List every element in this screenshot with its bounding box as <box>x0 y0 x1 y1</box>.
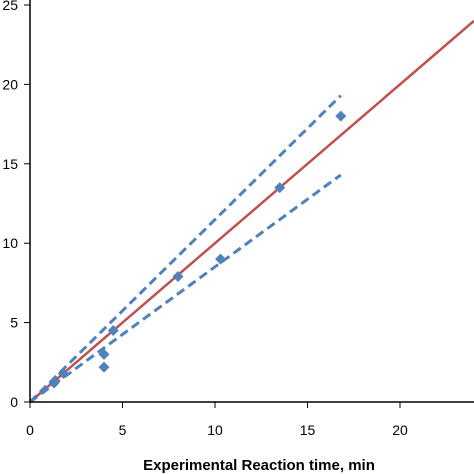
x-tick-label: 0 <box>26 422 34 438</box>
data-point <box>335 110 347 122</box>
fit-line <box>29 19 474 403</box>
data-point <box>274 182 286 194</box>
y-tick-label: 0 <box>10 394 18 410</box>
x-axis-title: Experimental Reaction time, min <box>143 457 375 474</box>
x-tick-label: 15 <box>300 422 316 438</box>
y-tick-label: 20 <box>2 76 18 92</box>
y-axis-ticks: 0 5 10 15 20 25 <box>2 0 30 410</box>
y-tick-label: 10 <box>2 235 18 251</box>
data-point <box>172 271 184 283</box>
x-tick-label: 10 <box>207 422 223 438</box>
confidence-bound-line <box>29 173 342 404</box>
x-tick-label: 20 <box>392 422 408 438</box>
data-point <box>107 325 119 337</box>
y-tick-label: 25 <box>2 0 18 13</box>
x-tick-label: 5 <box>119 422 127 438</box>
confidence-bound-line <box>28 94 342 404</box>
data-point <box>48 377 60 389</box>
x-axis-ticks: 0 5 10 15 20 <box>26 402 408 438</box>
plot-area <box>28 19 474 404</box>
data-point <box>57 367 69 379</box>
y-tick-label: 5 <box>10 315 18 331</box>
y-tick-label: 15 <box>2 156 18 172</box>
data-point <box>98 361 110 373</box>
data-point <box>98 348 110 360</box>
data-point <box>215 253 227 265</box>
axes <box>29 0 474 403</box>
